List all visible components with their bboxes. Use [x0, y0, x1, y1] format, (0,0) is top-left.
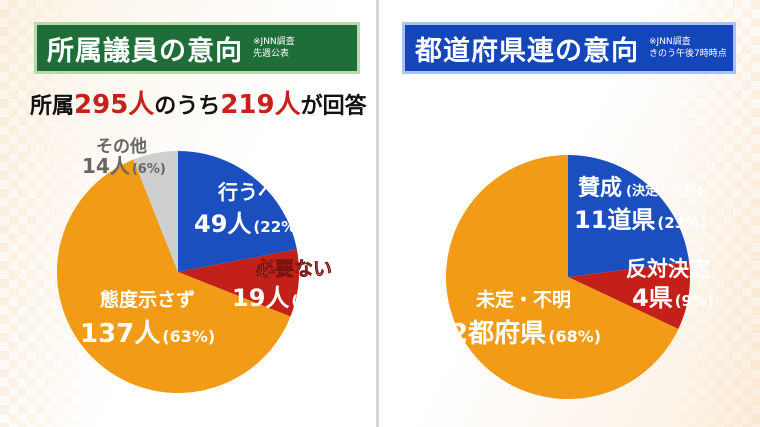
panel-divider	[376, 0, 379, 427]
summary-suffix: が回答	[300, 94, 367, 119]
pie-slice-0-3	[133, 151, 178, 272]
label-unknown-value: 32都府県 (68%)	[432, 318, 601, 349]
pie-slice-1-1	[568, 261, 690, 329]
label-should-do-value: 49人 (22%)	[194, 210, 303, 238]
label-undecided-name: 態度示さず	[100, 288, 195, 311]
left-panel-header: 所属議員の意向 ※JNN調査 先週公表	[34, 22, 360, 74]
label-unknown-name: 未定・不明	[475, 288, 571, 311]
summary-mid: のうち	[154, 94, 221, 119]
left-note-line2: 先週公表	[253, 49, 290, 59]
pie-chart-prefectures	[446, 155, 690, 399]
summary-prefix: 所属	[30, 94, 75, 119]
summary-total: 295人	[74, 90, 155, 120]
left-note-line1: ※JNN調査	[253, 37, 295, 47]
left-panel-source-note: ※JNN調査 先週公表	[253, 36, 295, 60]
label-oppose-name: 反対決定	[626, 257, 710, 281]
label-undecided-value: 137人 (63%)	[80, 319, 215, 349]
right-panel-source-note: ※JNN調査 きのう午後7時時点	[649, 36, 727, 60]
label-other-name: その他	[96, 136, 147, 157]
right-panel-title: 都道府県連の意向	[415, 35, 639, 67]
summary-answered: 219人	[220, 90, 301, 120]
right-panel-header: 都道府県連の意向 ※JNN調査 きのう午後7時時点	[402, 22, 736, 74]
left-panel-title: 所属議員の意向	[47, 35, 243, 67]
pie-slice-0-2	[56, 159, 291, 393]
pie-chart-members	[56, 151, 299, 393]
respondent-summary: 所属295人のうち219人が回答	[30, 84, 367, 121]
label-should-do-name: 行うべき	[217, 180, 298, 204]
pie-slice-0-0	[178, 151, 297, 272]
label-support-value: 11道県 (23%)	[574, 206, 707, 234]
label-not-needed-value: 19人 (9%)	[232, 284, 331, 312]
right-note-line1: ※JNN調査	[649, 37, 691, 47]
label-other-value: 14人 (6%)	[82, 154, 166, 178]
label-oppose-value: 4県 (9%)	[632, 284, 714, 312]
label-not-needed-name: 必要ない	[255, 257, 332, 280]
pie-slice-1-2	[446, 155, 679, 399]
label-support-name: 賛成 (決定・方針)	[578, 176, 703, 201]
pie-slice-0-1	[178, 249, 299, 317]
right-note-line2: きのう午後7時時点	[649, 49, 727, 59]
pie-slice-1-0	[568, 155, 690, 277]
